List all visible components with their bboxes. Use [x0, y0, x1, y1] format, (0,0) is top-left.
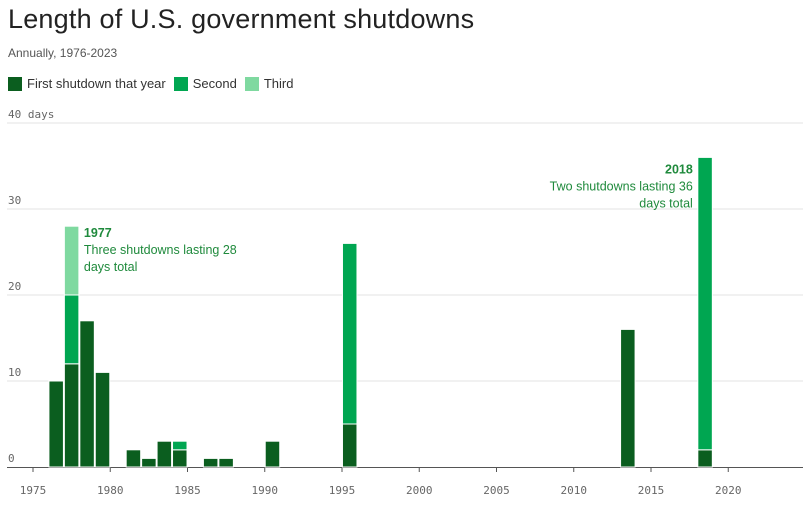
bar-segment-second-1977	[63, 294, 80, 365]
bar-segment-third-1977	[63, 225, 80, 296]
y-tick-label: 30	[8, 194, 21, 207]
bar-segment-first-1986	[202, 457, 219, 468]
x-tick-label: 1990	[252, 484, 279, 497]
x-tick-label: 2015	[638, 484, 665, 497]
legend-item-second: Second	[173, 76, 237, 91]
legend-swatch-first	[8, 76, 22, 91]
legend-item-first: First shutdown that year	[8, 76, 166, 91]
annotation-text-1977: Three shutdowns lasting 28	[84, 243, 237, 257]
bar-segment-first-1981	[125, 449, 142, 468]
annotation-text-1977: days total	[84, 260, 138, 274]
y-tick-label: 20	[8, 280, 21, 293]
bar-segment-first-1983	[156, 440, 173, 468]
annotation-text-2018: Two shutdowns lasting 36	[550, 179, 693, 193]
legend-label-third: Third	[263, 76, 294, 91]
bar-segment-first-1979	[94, 371, 111, 468]
x-tick-label: 1995	[329, 484, 356, 497]
bar-segment-first-1982	[141, 457, 157, 468]
bar-segment-first-1978	[79, 320, 95, 468]
legend-label-second: Second	[192, 76, 237, 91]
chart-title: Length of U.S. government shutdowns	[8, 4, 475, 34]
chart-subtitle: Annually, 1976-2023	[8, 46, 118, 60]
x-tick-label: 2005	[483, 484, 510, 497]
bar-segment-second-1995	[341, 242, 358, 425]
bar-segment-second-2018	[697, 156, 713, 451]
bar-segment-first-1990	[264, 440, 281, 468]
annotation-text-2018: days total	[639, 196, 693, 210]
bar-segment-first-2013	[620, 328, 636, 468]
annotation-year-1977: 1977	[84, 226, 112, 240]
annotation-year-2018: 2018	[665, 162, 693, 176]
bar-segment-first-1976	[48, 380, 64, 468]
x-tick-label: 1980	[97, 484, 124, 497]
y-tick-label: 40 days	[8, 108, 54, 121]
legend-item-third: Third	[244, 76, 294, 91]
x-tick-label: 1975	[20, 484, 47, 497]
y-tick-label: 0	[8, 452, 15, 465]
x-tick-label: 1985	[174, 484, 201, 497]
bar-segment-second-1984	[172, 440, 188, 451]
legend-swatch-third	[244, 76, 259, 91]
legend-swatch-second	[173, 76, 188, 91]
bar-segment-first-1987	[218, 457, 234, 468]
bar-segment-first-1977	[63, 363, 80, 468]
bar-segment-first-2018	[697, 449, 713, 468]
x-tick-label: 2010	[561, 484, 588, 497]
legend-label-first: First shutdown that year	[27, 76, 166, 91]
y-tick-label: 10	[8, 366, 21, 379]
bar-segment-first-1995	[341, 423, 358, 468]
x-tick-label: 2020	[715, 484, 742, 497]
x-tick-label: 2000	[406, 484, 433, 497]
legend: First shutdown that year Second Third	[8, 76, 301, 91]
bar-segment-first-1984	[172, 449, 188, 468]
